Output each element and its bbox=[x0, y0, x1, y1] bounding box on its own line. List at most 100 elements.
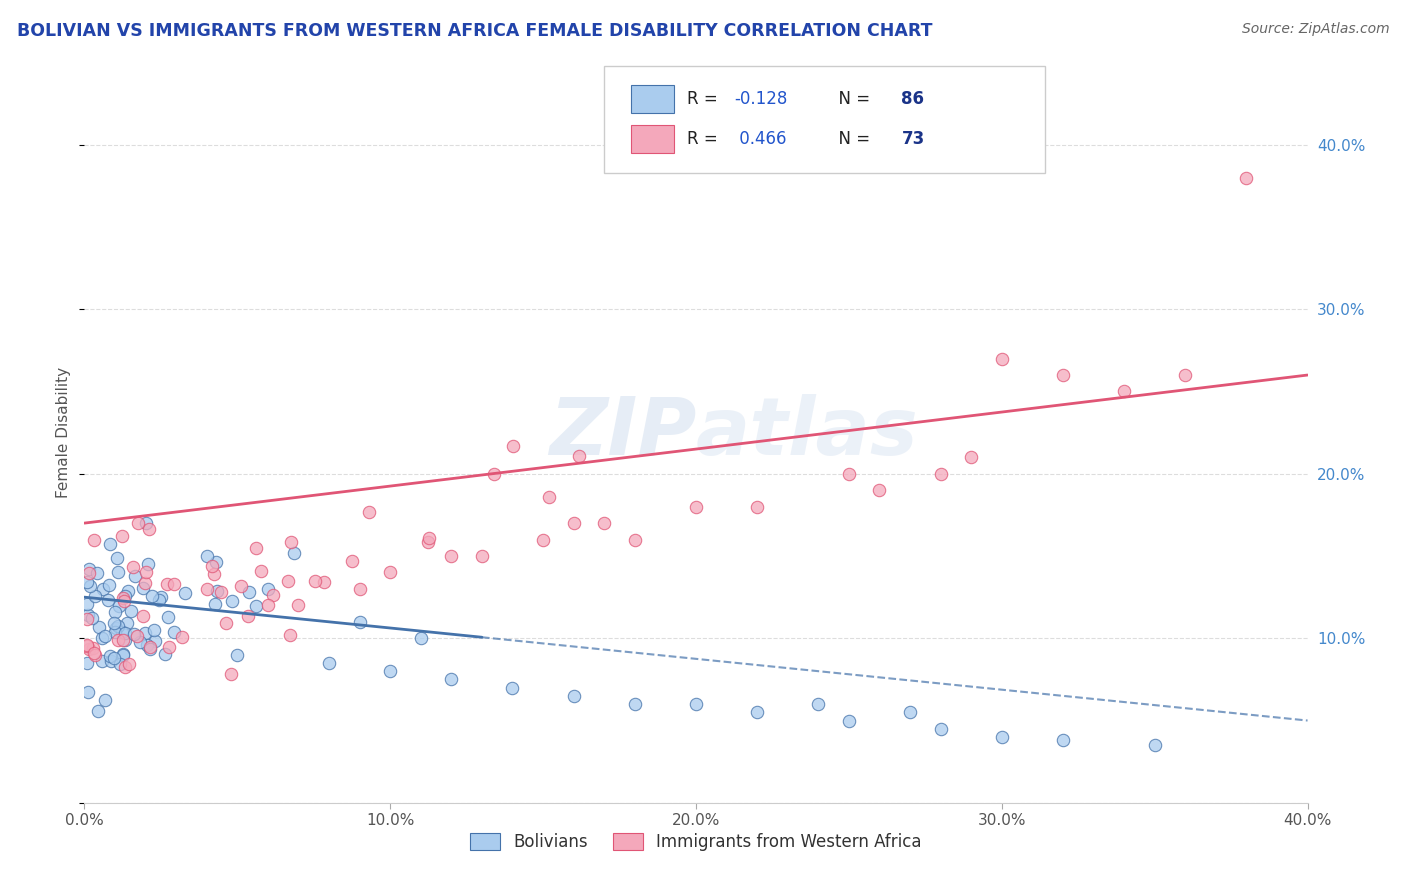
Point bbox=[277, 574, 299, 588]
Point bbox=[77, 685, 100, 699]
Point bbox=[103, 616, 125, 631]
Point bbox=[136, 558, 159, 572]
Text: 86: 86 bbox=[901, 90, 925, 108]
Point bbox=[562, 516, 585, 530]
Point bbox=[502, 439, 524, 453]
Point bbox=[359, 505, 381, 519]
Point bbox=[229, 579, 252, 593]
Point bbox=[76, 639, 98, 653]
Point bbox=[349, 582, 371, 596]
Point bbox=[226, 648, 249, 662]
FancyBboxPatch shape bbox=[605, 66, 1045, 173]
Point bbox=[122, 627, 145, 641]
Point bbox=[1052, 368, 1074, 382]
Point bbox=[84, 648, 107, 662]
Point bbox=[107, 565, 129, 579]
Point bbox=[283, 546, 305, 560]
Point bbox=[110, 625, 132, 640]
Point bbox=[76, 598, 98, 612]
Point bbox=[380, 664, 402, 678]
Point bbox=[114, 660, 136, 674]
Point bbox=[537, 490, 560, 504]
Point bbox=[112, 633, 135, 648]
Point bbox=[440, 673, 463, 687]
Point bbox=[127, 516, 149, 530]
Point bbox=[209, 585, 232, 599]
Point bbox=[114, 589, 136, 603]
Point bbox=[114, 594, 136, 608]
Point bbox=[87, 620, 110, 634]
Point bbox=[807, 697, 830, 711]
Point bbox=[136, 638, 159, 652]
Point bbox=[929, 467, 952, 481]
Point bbox=[82, 611, 104, 625]
Text: R =: R = bbox=[688, 129, 724, 148]
Point bbox=[122, 560, 145, 574]
Point bbox=[84, 589, 107, 603]
Point bbox=[1114, 384, 1136, 399]
Point bbox=[91, 631, 114, 645]
Point bbox=[318, 656, 340, 670]
Point bbox=[929, 722, 952, 736]
Point bbox=[1052, 733, 1074, 747]
Point bbox=[77, 562, 100, 576]
Point bbox=[127, 629, 149, 643]
Point bbox=[111, 648, 134, 663]
Point bbox=[214, 615, 236, 630]
Point bbox=[86, 566, 108, 581]
Y-axis label: Female Disability: Female Disability bbox=[56, 367, 72, 499]
Point bbox=[117, 583, 139, 598]
Point bbox=[118, 657, 141, 671]
Point bbox=[201, 559, 224, 574]
Point bbox=[838, 467, 860, 481]
Point bbox=[76, 638, 98, 652]
Point bbox=[249, 564, 271, 578]
Point bbox=[869, 483, 891, 498]
Point bbox=[205, 555, 228, 569]
Point bbox=[471, 549, 494, 563]
Point bbox=[77, 642, 100, 657]
Point bbox=[108, 599, 131, 614]
Point bbox=[90, 654, 112, 668]
Point bbox=[221, 667, 243, 681]
Point bbox=[141, 589, 163, 603]
Text: 73: 73 bbox=[901, 129, 925, 148]
Point bbox=[685, 500, 707, 514]
Point bbox=[482, 467, 505, 482]
Point bbox=[960, 450, 983, 465]
Point bbox=[262, 588, 284, 602]
Point bbox=[1236, 170, 1258, 185]
Point bbox=[568, 449, 591, 463]
Text: R =: R = bbox=[688, 90, 724, 108]
Point bbox=[278, 628, 301, 642]
Point bbox=[132, 582, 155, 596]
Point bbox=[257, 582, 280, 596]
Text: Source: ZipAtlas.com: Source: ZipAtlas.com bbox=[1241, 22, 1389, 37]
Point bbox=[105, 621, 128, 635]
Point bbox=[82, 641, 104, 656]
Point bbox=[747, 706, 769, 720]
Point bbox=[280, 535, 302, 549]
Point bbox=[138, 522, 160, 536]
Point bbox=[156, 610, 179, 624]
Point bbox=[156, 577, 179, 591]
Point bbox=[409, 632, 432, 646]
Point bbox=[440, 549, 463, 563]
Point bbox=[76, 612, 98, 626]
Point bbox=[94, 693, 117, 707]
Point bbox=[83, 533, 105, 548]
Point bbox=[418, 535, 440, 549]
Point bbox=[898, 706, 921, 720]
Point bbox=[103, 650, 125, 665]
Point bbox=[991, 351, 1014, 366]
Point bbox=[204, 597, 226, 611]
Point bbox=[135, 566, 157, 580]
Point bbox=[108, 657, 131, 671]
Point bbox=[120, 604, 142, 618]
Bar bbox=[631, 85, 673, 112]
Point bbox=[132, 609, 155, 624]
Point bbox=[114, 633, 136, 648]
Point bbox=[124, 569, 146, 583]
Point bbox=[221, 594, 243, 608]
Point bbox=[114, 625, 136, 640]
